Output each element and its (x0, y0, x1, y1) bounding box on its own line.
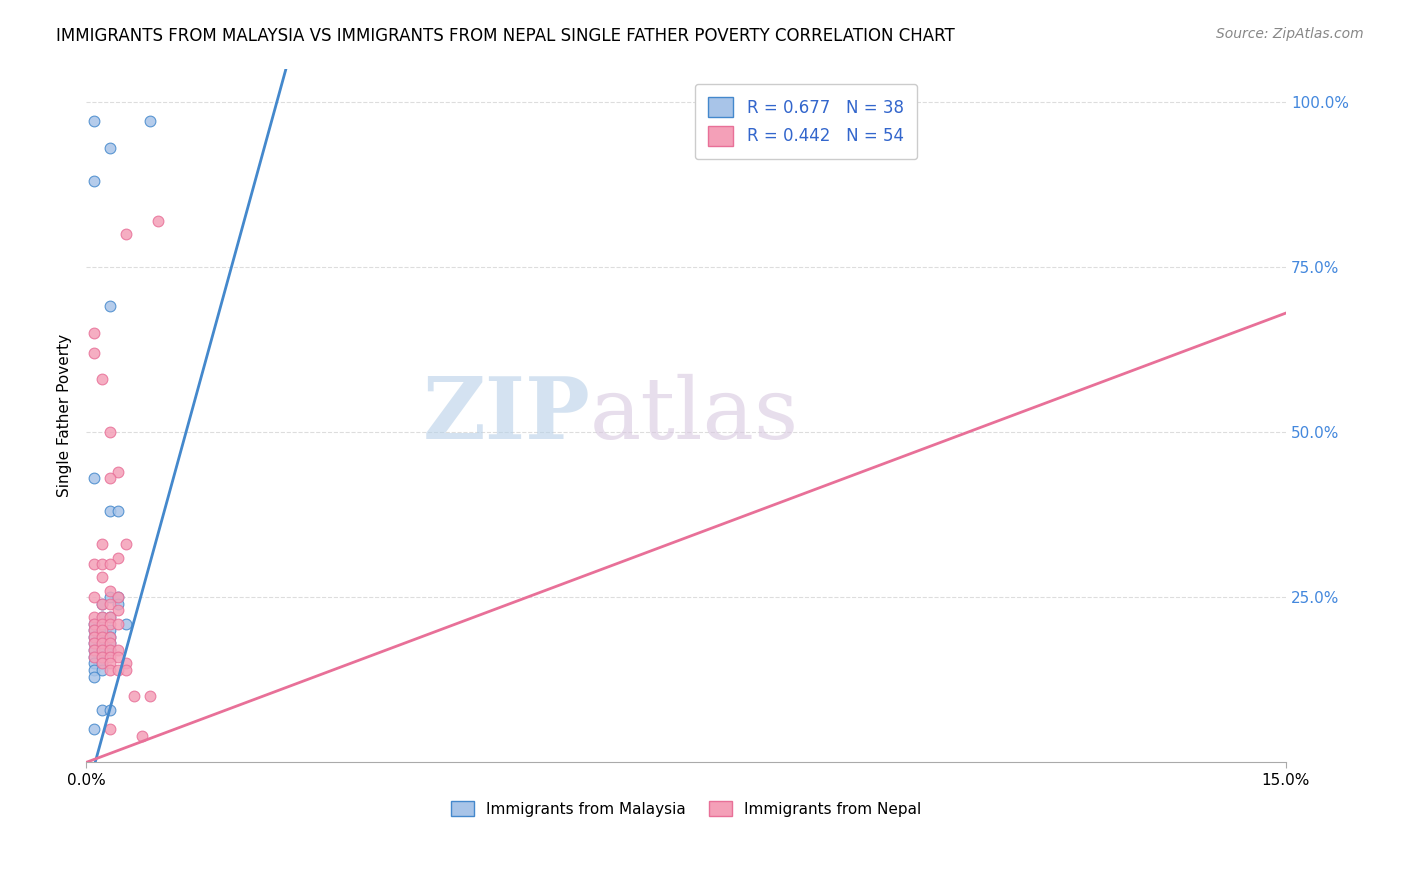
Point (98, 630, 121, 644)
Point (107, 597, 129, 611)
Point (98, 643, 121, 657)
Point (91, 610, 114, 624)
Point (91, 649, 114, 664)
Point (98, 610, 121, 624)
Point (83, 591, 105, 605)
Point (91, 663, 114, 677)
Point (98, 591, 121, 605)
Point (91, 630, 114, 644)
Point (83, 345, 105, 359)
Point (107, 616, 129, 631)
Point (115, 537, 138, 551)
Point (91, 537, 114, 551)
Point (83, 326, 105, 340)
Point (107, 591, 129, 605)
Point (83, 630, 105, 644)
Point (98, 702, 121, 716)
Point (83, 636, 105, 650)
Point (91, 630, 114, 644)
Point (83, 649, 105, 664)
Point (83, 723, 105, 737)
Point (91, 649, 114, 664)
Point (98, 723, 121, 737)
Point (98, 504, 121, 518)
Point (91, 557, 114, 571)
Point (122, 690, 145, 704)
Point (107, 603, 129, 617)
Point (83, 657, 105, 671)
Point (98, 471, 121, 485)
Text: atlas: atlas (591, 374, 799, 457)
Point (98, 663, 121, 677)
Point (91, 372, 114, 386)
Point (91, 643, 114, 657)
Y-axis label: Single Father Poverty: Single Father Poverty (58, 334, 72, 497)
Point (98, 649, 121, 664)
Point (107, 643, 129, 657)
Text: ZIP: ZIP (422, 374, 591, 458)
Point (98, 630, 121, 644)
Point (107, 465, 129, 479)
Point (91, 597, 114, 611)
Point (83, 643, 105, 657)
Point (91, 657, 114, 671)
Text: IMMIGRANTS FROM MALAYSIA VS IMMIGRANTS FROM NEPAL SINGLE FATHER POVERTY CORRELAT: IMMIGRANTS FROM MALAYSIA VS IMMIGRANTS F… (56, 27, 955, 45)
Point (91, 657, 114, 671)
Point (107, 550, 129, 565)
Point (98, 583, 121, 598)
Point (98, 141, 121, 155)
Point (91, 624, 114, 638)
Point (91, 570, 114, 584)
Point (83, 624, 105, 638)
Point (91, 610, 114, 624)
Point (91, 597, 114, 611)
Point (83, 616, 105, 631)
Point (131, 729, 153, 743)
Point (83, 174, 105, 188)
Point (98, 636, 121, 650)
Point (98, 557, 121, 571)
Point (91, 624, 114, 638)
Point (83, 624, 105, 638)
Point (83, 663, 105, 677)
Point (83, 616, 105, 631)
Legend: Immigrants from Malaysia, Immigrants from Nepal: Immigrants from Malaysia, Immigrants fro… (443, 793, 929, 824)
Point (115, 657, 138, 671)
Point (91, 643, 114, 657)
Point (139, 690, 162, 704)
Point (107, 663, 129, 677)
Point (98, 624, 121, 638)
Point (91, 702, 114, 716)
Point (139, 114, 162, 128)
Point (98, 610, 121, 624)
Point (115, 616, 138, 631)
Point (83, 643, 105, 657)
Point (115, 227, 138, 241)
Text: Source: ZipAtlas.com: Source: ZipAtlas.com (1216, 27, 1364, 41)
Point (107, 649, 129, 664)
Point (98, 636, 121, 650)
Point (83, 669, 105, 683)
Point (98, 643, 121, 657)
Point (83, 649, 105, 664)
Point (98, 616, 121, 631)
Point (83, 114, 105, 128)
Point (98, 300, 121, 314)
Point (91, 616, 114, 631)
Point (146, 213, 169, 227)
Point (91, 636, 114, 650)
Point (98, 425, 121, 439)
Point (83, 630, 105, 644)
Point (98, 657, 121, 671)
Point (107, 504, 129, 518)
Point (98, 597, 121, 611)
Point (83, 471, 105, 485)
Point (91, 636, 114, 650)
Point (83, 610, 105, 624)
Point (115, 663, 138, 677)
Point (83, 636, 105, 650)
Point (107, 591, 129, 605)
Point (83, 557, 105, 571)
